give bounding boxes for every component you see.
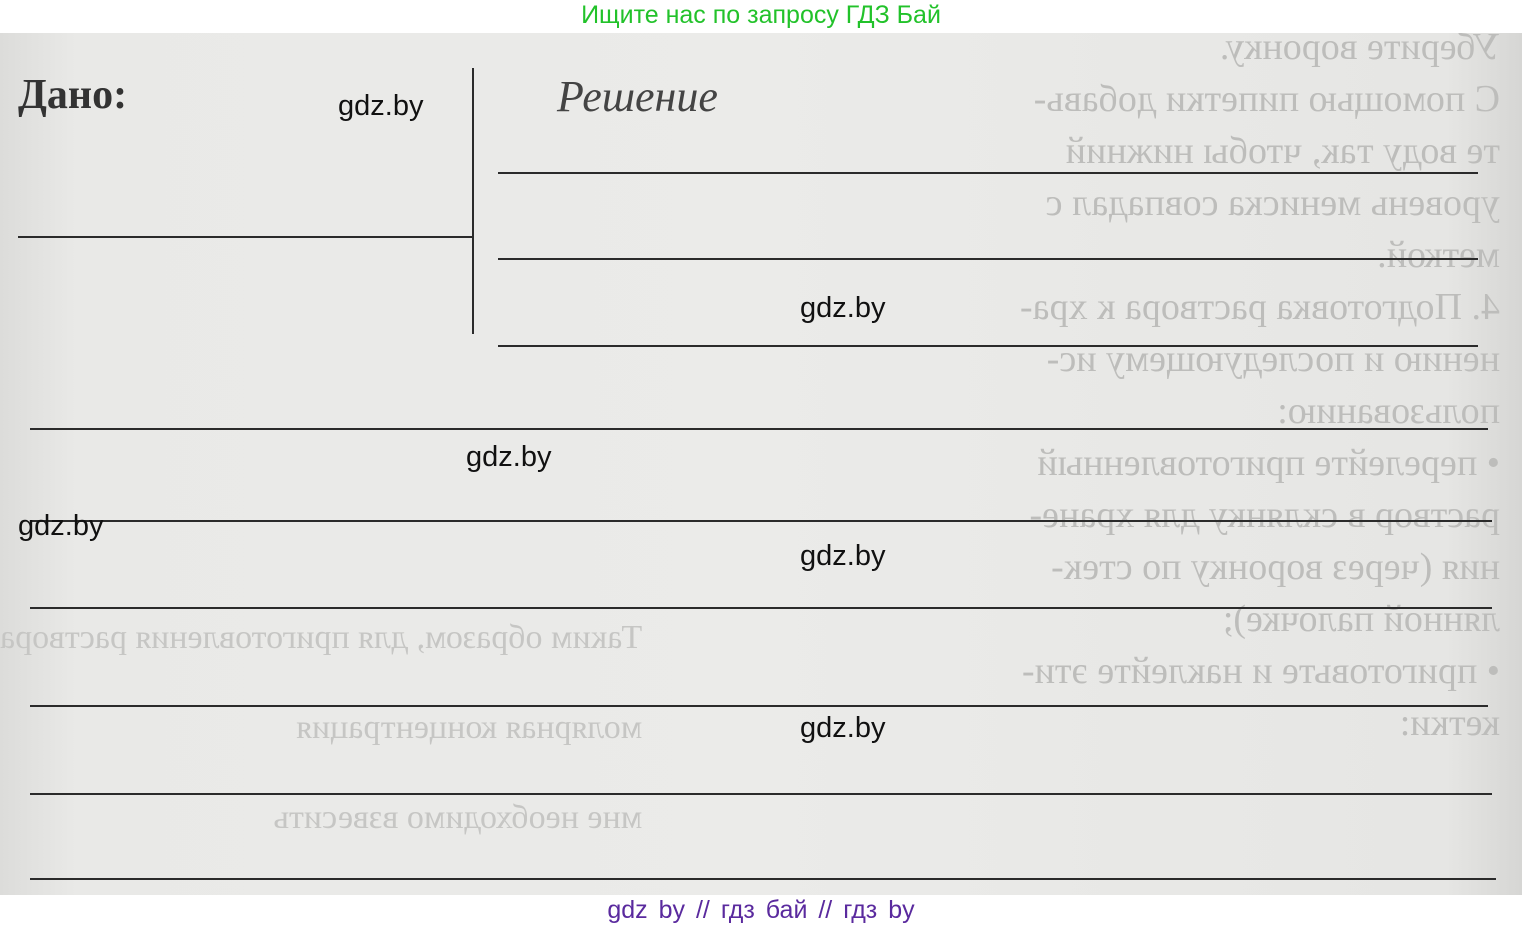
ghost-line: 4. Подготовка раствора к хра- <box>1020 286 1500 328</box>
answer-line <box>30 607 1492 609</box>
watermark: gdz.by <box>800 712 886 744</box>
ghost-line: лянной палочке); <box>1222 598 1500 640</box>
answer-line <box>30 520 1492 522</box>
bleed-through-text-right: Уберите воронку. С помощью пипетки добав… <box>1020 33 1500 749</box>
ghost-line: раствор в склянку для хране- <box>1029 494 1501 536</box>
column-divider <box>472 68 474 334</box>
ghost-line: Уберите воронку. <box>1219 33 1500 68</box>
ghost-line: молярная концентрация <box>296 709 643 746</box>
solution-heading: Решение <box>557 72 718 121</box>
bleed-through-text-left: Таким образом, для приготовления раствор… <box>0 593 642 863</box>
workbook-page: Уберите воронку. С помощью пипетки добав… <box>0 33 1522 895</box>
given-underline <box>18 236 473 238</box>
footer-watermark: gdz by // гдз бай // гдз by <box>607 896 915 924</box>
answer-line <box>30 428 1488 430</box>
watermark: gdz.by <box>18 510 104 542</box>
ghost-line: С помощью пипетки добавь- <box>1033 78 1500 120</box>
ghost-line: нению и последующему ис- <box>1046 338 1500 380</box>
watermark: gdz.by <box>338 90 424 122</box>
ghost-line: меткой. <box>1377 234 1500 276</box>
answer-line <box>30 793 1492 795</box>
ghost-line: • перелейте приготовленный <box>1037 442 1500 484</box>
answer-line <box>30 705 1488 707</box>
answer-line <box>498 345 1478 347</box>
ghost-line: ния (через воронку по стек- <box>1051 546 1500 588</box>
answer-line <box>498 172 1478 174</box>
ghost-line: те воду так, чтобы нижний <box>1065 130 1500 172</box>
given-heading: Дано: <box>18 72 128 118</box>
watermark: gdz.by <box>800 292 886 324</box>
search-banner: Ищите нас по запросу ГДЗ Бай <box>581 1 941 29</box>
answer-line <box>30 878 1496 880</box>
ghost-line: мне необходимо взвесить <box>273 799 643 836</box>
answer-line <box>498 258 1478 260</box>
watermark: gdz.by <box>466 441 552 473</box>
ghost-line: • приготовьте и наклейте эти- <box>1021 650 1500 692</box>
watermark: gdz.by <box>800 540 886 572</box>
ghost-line: уровень мениска совпадал с <box>1045 182 1500 224</box>
